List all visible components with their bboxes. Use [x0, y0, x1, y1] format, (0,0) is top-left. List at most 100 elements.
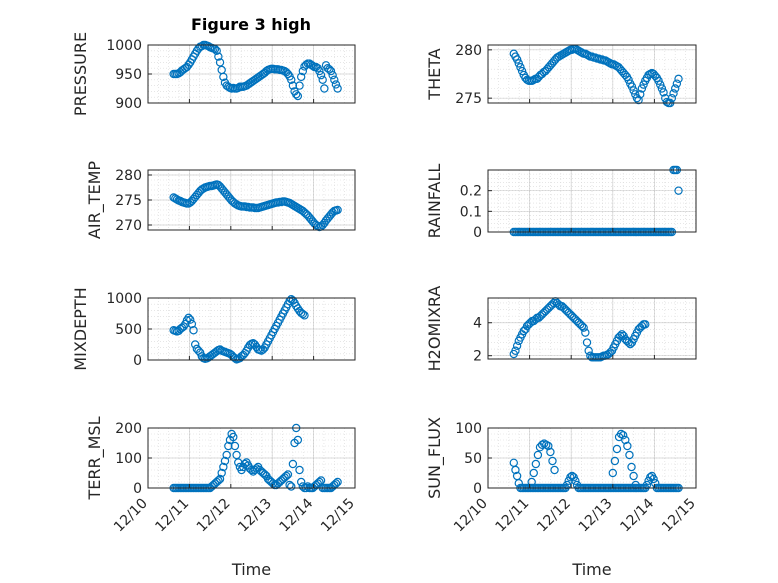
- data-point: [624, 75, 633, 85]
- data-point: [649, 474, 658, 484]
- data-point: [217, 468, 226, 478]
- subplot-air_temp: 270 275 280 AIR_TEMP: [85, 161, 356, 239]
- data-point: [285, 480, 294, 490]
- data-point: [539, 439, 549, 448]
- data-point: [287, 75, 296, 85]
- data-point: [642, 480, 652, 490]
- data-point: [315, 66, 324, 76]
- data-point: [619, 431, 628, 440]
- data-point: [331, 479, 341, 488]
- y-tick-label: 275: [115, 193, 142, 209]
- data-point: [597, 55, 607, 64]
- data-point: [186, 315, 195, 324]
- x-tick-label: 12/12: [194, 496, 234, 536]
- data-point: [659, 88, 668, 97]
- y-axis-label: AIR_TEMP: [85, 161, 105, 239]
- subplot-theta: 275 280 THETA: [425, 43, 697, 108]
- x-axis-label: Time: [571, 560, 611, 579]
- data-point: [326, 66, 336, 76]
- data-point: [656, 80, 665, 89]
- y-axis-label: MIXDEPTH: [71, 287, 90, 370]
- data-point: [629, 471, 638, 481]
- data-point: [529, 468, 538, 478]
- data-point: [187, 319, 197, 329]
- data-point: [674, 186, 683, 195]
- data-point: [646, 69, 655, 79]
- data-point: [190, 340, 200, 349]
- y-tick-label: 270: [115, 218, 142, 234]
- data-point: [546, 447, 555, 457]
- data-point: [220, 456, 230, 466]
- data-point: [537, 440, 547, 449]
- data-point: [606, 59, 615, 68]
- axes-frame: [487, 169, 697, 233]
- data-point: [667, 93, 677, 103]
- x-tick-label: 12/12: [534, 496, 574, 536]
- data-point: [298, 66, 308, 76]
- data-point: [627, 462, 636, 472]
- subplot-mixdepth: 0 500 1000 MIXDEPTH: [71, 287, 356, 371]
- data-point: [549, 298, 558, 308]
- data-point: [669, 89, 678, 98]
- data-point: [548, 456, 557, 466]
- data-point: [637, 84, 647, 93]
- data-point: [212, 46, 221, 56]
- data-point: [219, 72, 228, 82]
- data-point: [330, 75, 339, 85]
- x-tick-label: 12/10: [451, 496, 491, 536]
- data-point: [657, 84, 667, 93]
- y-tick-label: 275: [455, 91, 482, 107]
- data-point: [512, 341, 522, 351]
- y-tick-label: 0: [133, 353, 142, 369]
- data-point: [295, 465, 304, 475]
- data-point: [612, 444, 622, 454]
- subplot-pressure: 900 950 1000 PRESSURE: [71, 32, 356, 116]
- data-point: [527, 477, 536, 487]
- data-point: [292, 90, 301, 99]
- x-axis-label: Time: [231, 560, 271, 579]
- data-point: [293, 435, 303, 445]
- subplot-terr_msl: 0 100 200 12/10 12/11 12/12 12/13 12/14 12/15 TER…: [85, 416, 358, 579]
- data-point: [511, 346, 520, 355]
- data-point: [232, 450, 241, 460]
- y-tick-label: 1000: [106, 38, 142, 54]
- y-axis-label: THETA: [425, 48, 444, 100]
- data-point: [282, 471, 291, 481]
- data-point: [333, 205, 342, 215]
- data-point: [320, 84, 329, 93]
- data-point: [577, 321, 587, 331]
- y-axis-label: PRESSURE: [71, 32, 90, 116]
- x-tick-label: 12/14: [617, 495, 657, 535]
- y-tick-label: 0: [133, 481, 142, 497]
- data-point: [550, 465, 559, 475]
- data-point: [627, 82, 637, 91]
- data-point: [298, 309, 308, 319]
- y-tick-label: 100: [115, 451, 142, 467]
- y-tick-label: 200: [115, 421, 142, 437]
- y-axis-label: TERR_MSL: [85, 416, 105, 500]
- data-point: [229, 432, 238, 442]
- data-point: [219, 462, 228, 472]
- data-point: [625, 450, 634, 460]
- y-tick-label: 0.1: [460, 204, 482, 220]
- y-tick-label: 900: [115, 96, 142, 112]
- data-point: [577, 48, 587, 57]
- data-point: [621, 435, 630, 445]
- data-point: [296, 72, 306, 82]
- y-tick-label: 280: [455, 43, 482, 59]
- y-tick-label: 0.2: [460, 184, 482, 200]
- y-axis-label: RAINFALL: [425, 164, 444, 239]
- data-point: [584, 346, 593, 355]
- y-tick-label: 4: [473, 316, 482, 332]
- y-tick-label: 50: [464, 451, 482, 467]
- y-tick-label: 500: [115, 322, 142, 338]
- data-point: [214, 52, 223, 61]
- data-point: [672, 79, 682, 88]
- data-point: [542, 440, 551, 449]
- data-point: [582, 338, 592, 347]
- data-point: [333, 84, 342, 93]
- y-tick-label: 100: [455, 421, 482, 437]
- x-tick-label: 12/14: [277, 495, 317, 535]
- data-point: [179, 322, 188, 331]
